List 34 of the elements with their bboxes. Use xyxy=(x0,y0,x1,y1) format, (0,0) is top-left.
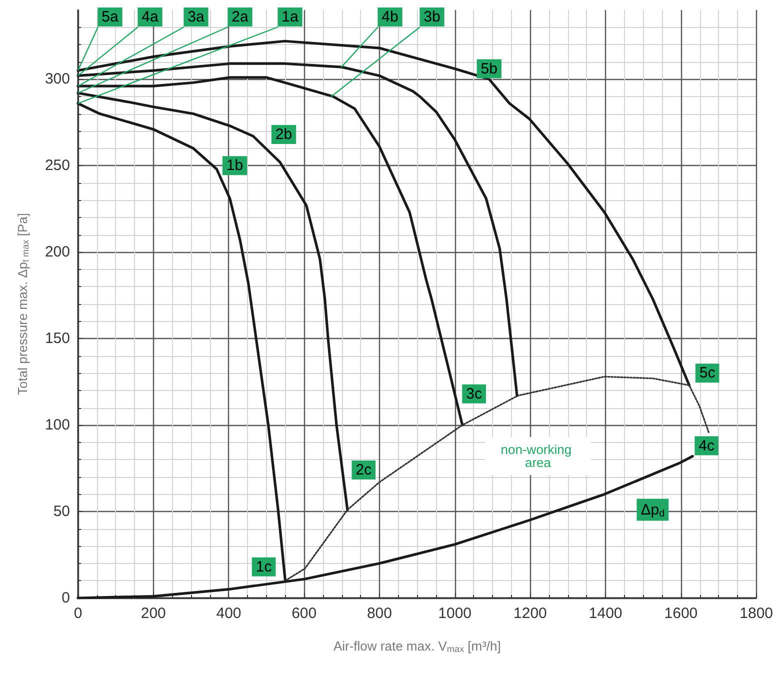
x-tick-label: 1200 xyxy=(514,605,547,622)
x-tick-label: 1800 xyxy=(740,605,774,622)
y-tick-label: 300 xyxy=(44,70,70,88)
annotation: non-working area xyxy=(500,442,576,470)
x-tick-label: 1600 xyxy=(664,605,698,622)
y-axis-title: Total pressure max. Δpt max [Pa] xyxy=(14,213,30,395)
x-tick-label: 800 xyxy=(366,605,392,622)
x-tick-label: 200 xyxy=(140,605,166,622)
annotation: 5b xyxy=(480,60,498,78)
annotation: 4a xyxy=(142,8,159,26)
annotation: 2b xyxy=(275,126,292,144)
y-tick-label: 200 xyxy=(44,244,70,261)
x-tick-label: 1000 xyxy=(438,605,472,622)
x-tick-label: 400 xyxy=(216,605,242,622)
annotation: 1a xyxy=(282,8,299,26)
annotation: 4c xyxy=(698,437,715,454)
y-tick-label: 150 xyxy=(44,330,70,348)
y-tick-label: 250 xyxy=(44,157,70,174)
annotation: 3b xyxy=(424,8,440,26)
x-tick-label: 0 xyxy=(74,605,82,622)
annotation: 2c xyxy=(356,462,372,479)
annotation: 2a xyxy=(232,8,249,26)
y-tick-label: 50 xyxy=(53,503,70,520)
y-tick-label: 100 xyxy=(44,416,70,434)
annotation: 5c xyxy=(699,364,716,382)
x-tick-label: 1400 xyxy=(588,605,622,622)
annotation: 1c xyxy=(256,558,272,576)
annotation: 3c xyxy=(466,385,482,402)
annotation: 3a xyxy=(188,8,205,26)
x-tick-label: 600 xyxy=(292,605,317,622)
annotation: 5a xyxy=(102,8,119,26)
annotation: 1b xyxy=(226,157,244,174)
y-tick-label: 0 xyxy=(62,590,70,606)
annotation: 4b xyxy=(382,8,398,26)
